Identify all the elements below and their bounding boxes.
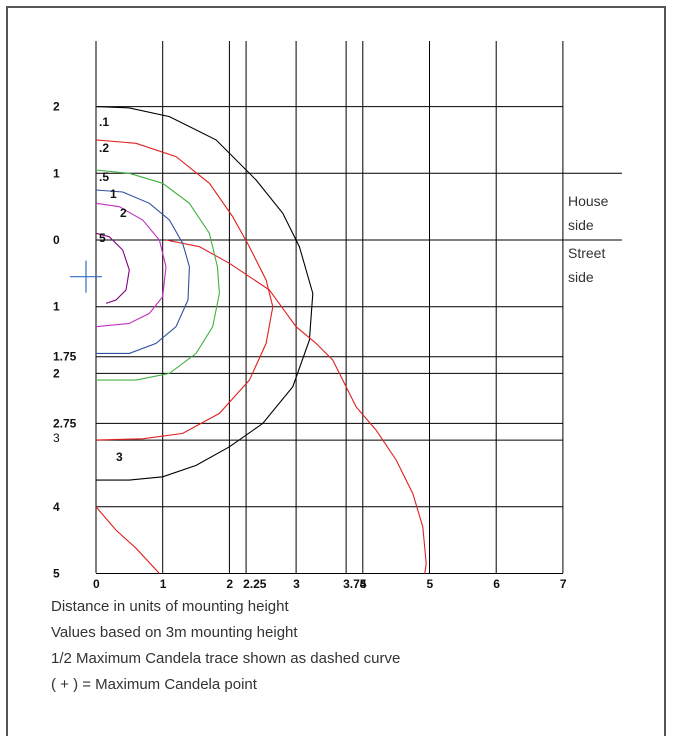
y-tick-label-down-4: 4 xyxy=(53,500,60,514)
grid xyxy=(95,41,622,574)
x-tick-label-2: 2 xyxy=(226,577,233,591)
y-tick-label-down-2.75: 2.75 xyxy=(53,416,77,430)
contour-curves xyxy=(95,106,427,574)
y-tick-label-down-3: 3 xyxy=(53,431,60,445)
contour-1-5 xyxy=(95,189,190,354)
contour-.2-2 xyxy=(165,239,427,574)
note-dashed-curve: 1/2 Maximum Candela trace shown as dashe… xyxy=(51,650,401,667)
note-mounting-height: Values based on 3m mounting height xyxy=(51,624,298,641)
contour-label-5: 5 xyxy=(99,231,106,245)
y-tick-label-up-2: 2 xyxy=(53,100,60,114)
y-tick-label-down-1.75: 1.75 xyxy=(53,350,77,364)
x-tick-label-3: 3 xyxy=(293,577,300,591)
y-tick-label-down-1: 1 xyxy=(53,300,60,314)
house-side-label-1: House xyxy=(568,193,609,209)
note-max-candela-point: ( + ) = Maximum Candela point xyxy=(51,676,257,693)
max-candela-marker xyxy=(69,260,102,293)
contour-.5-4 xyxy=(95,169,220,381)
x-tick-label-0: 0 xyxy=(93,577,100,591)
contour-.1-0 xyxy=(95,106,314,481)
x-tick-label-3.75: 3.75 xyxy=(343,577,367,591)
street-side-label-2: side xyxy=(568,269,594,285)
x-tick-label-1: 1 xyxy=(160,577,167,591)
contour-label-0.1: .1 xyxy=(99,115,109,129)
chart-frame xyxy=(6,6,666,736)
contour-label-0.5: .5 xyxy=(99,170,109,184)
contour-label-2: 2 xyxy=(120,206,127,220)
x-tick-label-6: 6 xyxy=(493,577,500,591)
contour-label-3: 3 xyxy=(116,450,123,464)
y-tick-label-up-1: 1 xyxy=(53,166,60,180)
note-distance-units: Distance in units of mounting height xyxy=(51,598,289,615)
contour-label-0.2: .2 xyxy=(99,141,109,155)
y-tick-label-up-0: 0 xyxy=(53,233,60,247)
contour-label-1: 1 xyxy=(110,187,117,201)
x-tick-label-4: 4 xyxy=(360,577,367,591)
y-tick-label-down-2: 2 xyxy=(53,366,60,380)
contour-.2-1 xyxy=(95,139,274,441)
y-tick-label-down-5: 5 xyxy=(53,567,60,581)
x-tick-label-7: 7 xyxy=(560,577,567,591)
x-tick-label-5: 5 xyxy=(427,577,434,591)
street-side-label-1: Street xyxy=(568,245,605,261)
contour-5-7 xyxy=(95,232,130,304)
house-side-label-2: side xyxy=(568,217,594,233)
x-tick-label-2.25: 2.25 xyxy=(243,577,267,591)
contour-2-6 xyxy=(95,202,167,328)
contour-.2-3 xyxy=(95,506,160,574)
